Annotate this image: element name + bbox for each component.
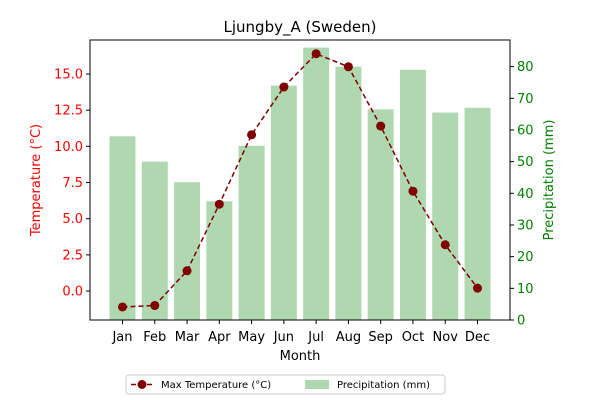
plot-frame [89,39,511,321]
temperature-point-apr [214,199,224,209]
precipitation-bars [109,47,491,321]
right-axis: 0 10 20 30 40 50 60 70 80 [510,60,534,329]
legend-frame [125,374,446,395]
left-tick-label: 10.0 [54,140,83,155]
x-tick-label: Dec [465,330,490,345]
right-tick-label: 50 [517,155,534,170]
temperature-point-mar [182,266,192,276]
temperature-point-may [247,130,257,140]
precipitation-bar-feb [141,161,168,320]
temperature-point-nov [440,240,450,250]
x-tick-label: Jul [307,330,324,345]
x-tick-label: Feb [143,330,166,345]
x-tick-label: Aug [336,330,361,345]
precipitation-bar-jan [109,136,136,320]
temperature-point-oct [408,186,418,196]
temperature-point-sep [376,121,386,131]
right-axis-label: Precipitation (mm) [542,120,557,241]
left-axis: 0.0 2.5 5.0 7.5 10.0 12.5 15.0 [54,68,90,300]
x-tick-label: Nov [433,330,459,345]
left-tick-label: 15.0 [54,68,83,83]
precipitation-bar-may [238,145,265,320]
x-axis: Jan Feb Mar Apr May Jun Jul Aug Sep Oct Nov Dec [111,320,490,345]
precipitation-bar-sep [367,109,394,320]
legend: Max Temperature (°C) Precipitation (mm) [125,374,446,395]
right-tick-label: 60 [517,123,534,138]
right-tick-label: 80 [517,60,534,75]
left-tick-label: 0.0 [62,285,83,300]
right-tick-label: 0 [517,314,525,329]
x-tick-label: Sep [368,330,393,345]
x-tick-label: Mar [175,330,200,345]
temperature-point-aug [343,62,353,72]
legend-marker-swatch [137,380,147,389]
temperature-point-dec [473,283,482,293]
x-tick-label: Oct [402,330,424,345]
precipitation-bar-aug [335,66,362,320]
right-tick-label: 10 [517,282,534,297]
temperature-point-jul [311,49,321,59]
temperature-point-feb [150,301,160,311]
chart-title: Ljungby_A (Sweden) [224,18,377,37]
legend-precipitation-label: Precipitation (mm) [337,380,430,391]
x-tick-label: Apr [208,330,231,345]
temperature-point-jun [279,82,289,92]
precipitation-bar-jul [303,47,330,321]
left-tick-label: 12.5 [54,104,83,119]
precipitation-bar-mar [174,182,201,320]
right-tick-label: 30 [517,218,534,233]
legend-temperature-label: Max Temperature (°C) [161,380,271,391]
left-tick-label: 2.5 [62,248,83,263]
precipitation-bar-jun [270,85,297,320]
right-tick-label: 20 [517,250,534,265]
x-tick-label: Jan [111,330,132,345]
precipitation-bar-apr [206,201,233,320]
left-tick-label: 7.5 [62,176,83,191]
temperature-point-jan [118,302,127,312]
temperature-line [118,49,482,312]
right-tick-label: 70 [517,92,534,107]
precipitation-bar-nov [432,112,459,320]
left-tick-label: 5.0 [62,212,83,227]
left-axis-label: Temperature (°C) [29,124,44,237]
x-tick-label: May [238,330,265,345]
legend-bar-swatch [305,380,329,389]
x-axis-label: Month [280,349,321,364]
x-tick-label: Jun [273,330,294,345]
right-tick-label: 40 [517,187,534,202]
